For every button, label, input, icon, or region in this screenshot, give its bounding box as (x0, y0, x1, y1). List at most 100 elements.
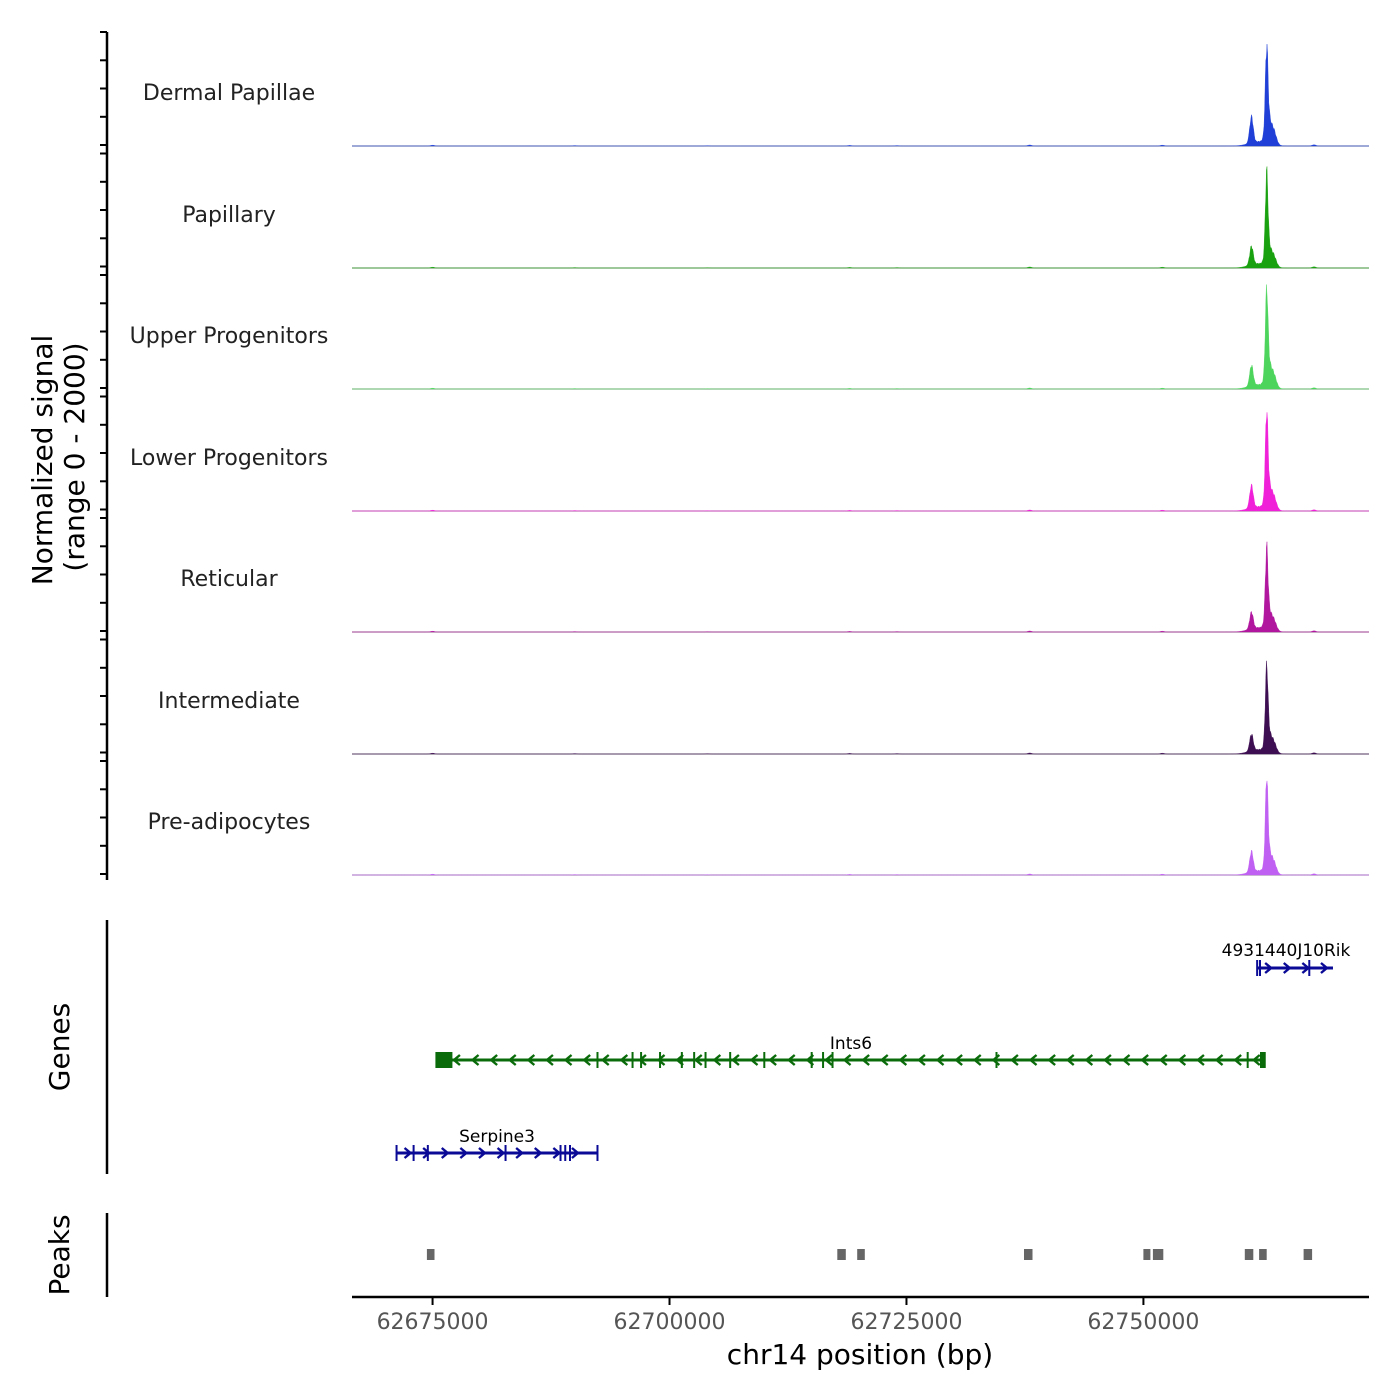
track-pre-adipocytes: Pre-adipocytes (148, 780, 1369, 876)
strand-chevron (470, 1054, 480, 1066)
strand-chevron (749, 1054, 759, 1066)
peaks-track-label: Peaks (43, 1214, 76, 1295)
signal-area (352, 166, 1369, 269)
strand-chevron (619, 1054, 629, 1066)
strand-chevron (879, 1054, 889, 1066)
track-label: Upper Progenitors (130, 324, 329, 349)
strand-chevron (935, 1054, 945, 1066)
strand-chevron (496, 1147, 506, 1159)
track-upper-progenitors: Upper Progenitors (130, 284, 1369, 390)
track-reticular: Reticular (180, 541, 1369, 633)
signal-area (352, 660, 1369, 755)
track-lower-progenitors: Lower Progenitors (130, 412, 1369, 512)
track-intermediate: Intermediate (158, 660, 1369, 755)
peak-region (1152, 1249, 1164, 1260)
strand-chevron (545, 1054, 554, 1066)
strand-chevron (552, 1147, 562, 1159)
strand-chevron (478, 1147, 487, 1159)
strand-chevron (422, 1147, 432, 1159)
track-label: Dermal Papillae (143, 81, 315, 106)
strand-chevron (563, 1054, 573, 1066)
peak-region (1024, 1249, 1033, 1260)
x-tick-label: 62750000 (1087, 1310, 1199, 1335)
strand-chevron (582, 1054, 591, 1066)
peak-region (1303, 1249, 1313, 1260)
peak-region (1244, 1249, 1254, 1260)
strand-chevron (600, 1054, 610, 1066)
gene-label: Ints6 (830, 1034, 872, 1054)
gene-serpine3: Serpine3 (395, 1127, 599, 1161)
track-papillary: Papillary (182, 166, 1369, 269)
track-label: Pre-adipocytes (148, 810, 311, 835)
strand-chevron (1010, 1054, 1019, 1066)
strand-chevron (786, 1054, 796, 1066)
signal-area (352, 44, 1369, 147)
strand-chevron (842, 1054, 852, 1066)
x-tick-label: 62675000 (377, 1310, 489, 1335)
strand-chevron (693, 1054, 703, 1066)
strand-chevron (1177, 1054, 1187, 1066)
strand-chevron (824, 1054, 833, 1066)
strand-chevron (1233, 1054, 1242, 1066)
signal-area (352, 284, 1369, 390)
x-axis-title: chr14 position (bp) (727, 1338, 993, 1371)
strand-chevron (1320, 962, 1329, 974)
strand-chevron (489, 1054, 498, 1066)
strand-chevron (638, 1054, 647, 1066)
strand-chevron (533, 1147, 543, 1159)
strand-chevron (507, 1054, 517, 1066)
genes-track-label: Genes (43, 1003, 76, 1091)
strand-chevron (526, 1054, 536, 1066)
strand-chevron (1140, 1054, 1149, 1066)
strand-chevron (1103, 1054, 1112, 1066)
strand-chevron (917, 1054, 926, 1066)
strand-chevron (440, 1147, 450, 1159)
exon-block (435, 1052, 453, 1068)
peak-region (857, 1249, 865, 1260)
exon-block (1260, 1052, 1265, 1068)
x-tick-label: 62700000 (614, 1310, 726, 1335)
strand-chevron (1214, 1054, 1224, 1066)
track-label: Lower Progenitors (130, 446, 328, 471)
strand-chevron (1264, 962, 1274, 974)
x-tick-label: 62725000 (850, 1310, 962, 1335)
track-dermal-papillae: Dermal Papillae (143, 44, 1369, 147)
strand-chevron (861, 1054, 870, 1066)
peak-region (1143, 1249, 1151, 1260)
strand-chevron (1158, 1054, 1168, 1066)
signal-area (352, 412, 1369, 512)
strand-chevron (515, 1147, 525, 1159)
gene-4931440j10rik: 4931440J10Rik (1222, 941, 1351, 976)
signal-area (352, 541, 1369, 633)
strand-chevron (1065, 1054, 1075, 1066)
peak-region (426, 1249, 435, 1260)
strand-chevron (1196, 1054, 1205, 1066)
gene-ints6: Ints6 (435, 1034, 1266, 1068)
signal-area (352, 780, 1369, 876)
signal-y-axis (100, 31, 109, 880)
strand-chevron (1251, 1054, 1261, 1066)
peak-region (837, 1249, 846, 1260)
track-label: Intermediate (158, 689, 300, 714)
strand-chevron (1084, 1054, 1094, 1066)
coverage-tracks: Dermal Papillae Papillary Upper Progenitor… (130, 44, 1369, 876)
strand-chevron (1282, 962, 1292, 974)
strand-chevron (954, 1054, 963, 1066)
genes-track: 4931440J10Rik Ints6 Serpine3 (395, 941, 1351, 1161)
strand-chevron (452, 1054, 461, 1066)
strand-chevron (571, 1147, 580, 1159)
strand-chevron (1047, 1054, 1056, 1066)
strand-chevron (731, 1054, 740, 1066)
peak-region (1259, 1249, 1267, 1260)
signal-axis-title: Normalized signal (26, 335, 59, 586)
strand-chevron (898, 1054, 908, 1066)
x-axis: 62675000 62700000 62725000 62750000 (352, 1295, 1369, 1335)
strand-chevron (1028, 1054, 1038, 1066)
track-label: Reticular (180, 567, 278, 592)
gene-label: 4931440J10Rik (1222, 941, 1351, 961)
strand-chevron (656, 1054, 666, 1066)
track-label: Papillary (182, 203, 276, 228)
strand-chevron (459, 1147, 469, 1159)
gene-label: Serpine3 (459, 1127, 535, 1147)
